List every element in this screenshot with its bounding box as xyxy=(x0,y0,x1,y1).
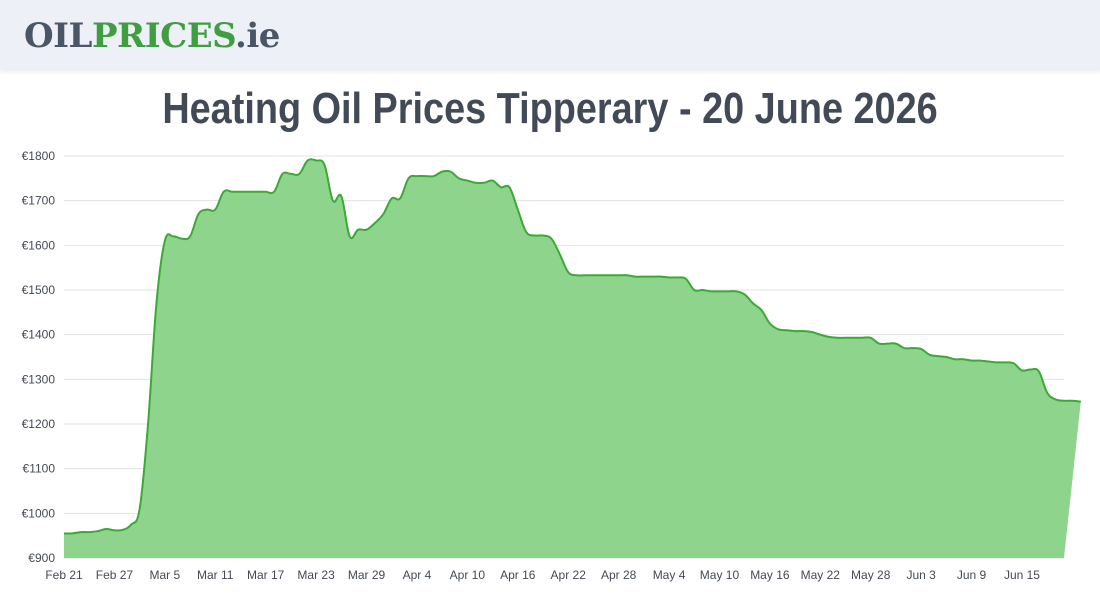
y-axis-labels: €900 €1000 €1100 €1200 €1300 €1400 €1500 €1600 €… xyxy=(22,149,56,565)
x-tick-label: May 28 xyxy=(851,568,891,582)
logo-text-oil: OIL xyxy=(24,16,92,56)
y-tick-label: €1000 xyxy=(22,506,56,520)
x-tick-label: May 16 xyxy=(750,568,790,582)
price-area xyxy=(64,159,1081,559)
x-tick-label: Mar 23 xyxy=(297,568,335,582)
x-tick-label: Feb 21 xyxy=(45,568,83,582)
x-tick-label: Mar 5 xyxy=(149,568,180,582)
x-tick-label: Apr 16 xyxy=(500,568,536,582)
x-tick-label: Apr 10 xyxy=(450,568,486,582)
x-tick-label: Feb 27 xyxy=(96,568,134,582)
y-tick-label: €1700 xyxy=(22,194,56,208)
y-tick-label: €1200 xyxy=(22,417,56,431)
x-tick-label: Mar 11 xyxy=(197,568,234,582)
y-tick-label: €1400 xyxy=(22,328,56,342)
price-line xyxy=(63,158,1081,535)
x-tick-label: Jun 9 xyxy=(957,568,987,582)
y-tick-label: €1600 xyxy=(22,238,56,252)
x-tick-label: Mar 29 xyxy=(348,568,386,582)
logo-text-prices: PRICES xyxy=(91,16,236,56)
x-tick-label: May 10 xyxy=(700,568,740,582)
x-tick-label: Apr 28 xyxy=(601,568,637,582)
y-tick-label: €1500 xyxy=(22,283,56,297)
site-logo[interactable]: OILPRICES.ie xyxy=(24,14,280,58)
x-tick-label: May 22 xyxy=(801,568,841,582)
x-tick-label: Apr 4 xyxy=(403,568,432,582)
x-tick-label: Jun 15 xyxy=(1004,568,1040,582)
x-tick-label: Apr 22 xyxy=(551,568,587,582)
y-tick-label: €1100 xyxy=(23,462,56,476)
x-tick-label: Mar 17 xyxy=(247,568,285,582)
page-title: Heating Oil Prices Tipperary - 20 June 2… xyxy=(162,84,938,133)
y-tick-label: €900 xyxy=(28,551,55,565)
x-tick-label: Jun 3 xyxy=(906,568,936,582)
x-axis-labels: Feb 21 Feb 27 Mar 5 Mar 11 Mar 17 Mar 23 Mar 2… xyxy=(45,568,1040,582)
y-tick-label: €1800 xyxy=(22,149,56,163)
y-tick-label: €1300 xyxy=(22,372,56,386)
logo-text-ie: .ie xyxy=(234,16,280,56)
x-tick-label: May 4 xyxy=(653,568,686,582)
site-header: OILPRICES.ie xyxy=(0,0,1100,70)
